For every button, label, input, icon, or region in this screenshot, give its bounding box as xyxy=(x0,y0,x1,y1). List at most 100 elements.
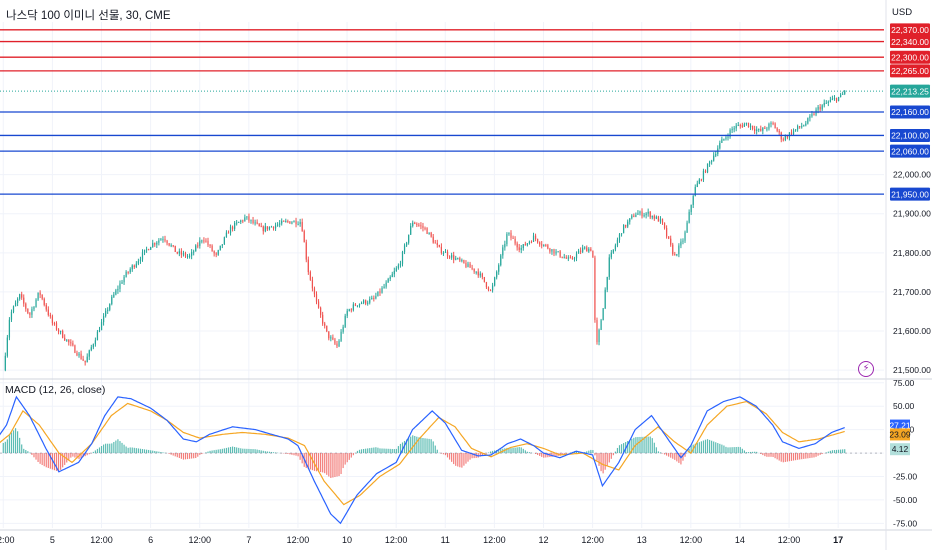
candle-body xyxy=(330,337,332,339)
time-tick-label: 17 xyxy=(833,535,843,545)
candle-body xyxy=(4,355,6,371)
candle-body xyxy=(465,263,467,267)
candle-body xyxy=(358,303,361,306)
candle-body xyxy=(238,221,240,223)
candle-body xyxy=(285,220,287,222)
candle-body xyxy=(500,255,502,266)
macd-tick-label: 75.00 xyxy=(893,378,915,388)
candle-body xyxy=(743,124,746,127)
candle-body xyxy=(322,314,324,324)
candle-body xyxy=(105,310,107,317)
candle-body xyxy=(698,179,700,184)
candle-body xyxy=(262,226,264,232)
candle-body xyxy=(131,265,133,270)
candle-body xyxy=(479,273,481,276)
candle-body xyxy=(340,331,342,341)
candle-body xyxy=(399,263,402,266)
candle-body xyxy=(387,278,389,283)
last-price-label: 22,213.25 xyxy=(891,86,929,96)
candle-body xyxy=(16,298,19,303)
candle-body xyxy=(778,130,780,133)
candle-body xyxy=(324,323,326,326)
candle-body xyxy=(506,234,508,245)
price-tick-label: 22,000.00 xyxy=(893,170,931,180)
candle-body xyxy=(620,233,623,235)
candle-body xyxy=(133,265,135,268)
candle-body xyxy=(109,304,111,310)
candle-body xyxy=(514,238,516,244)
candle-body xyxy=(645,213,647,216)
candle-body xyxy=(641,211,643,217)
candle-body xyxy=(741,125,743,127)
candle-body xyxy=(801,126,803,128)
candle-body xyxy=(715,153,717,156)
candle-body xyxy=(229,226,232,233)
candle-body xyxy=(807,118,809,124)
candle-body xyxy=(397,265,400,269)
candle-body xyxy=(25,303,27,309)
support-level-label: 22,160.00 xyxy=(891,107,929,117)
candle-body xyxy=(74,345,76,353)
candle-body xyxy=(444,251,447,253)
time-tick-label: 5 xyxy=(50,535,55,545)
time-tick-label: 12:00 xyxy=(0,535,15,545)
candle-body xyxy=(680,241,682,246)
candle-body xyxy=(602,308,604,321)
candle-body xyxy=(737,125,739,127)
candle-body xyxy=(504,244,506,248)
candle-body xyxy=(231,226,234,229)
macd-indicator-label[interactable]: MACD (12, 26, close) xyxy=(5,384,106,396)
candle-body xyxy=(250,219,252,221)
candle-body xyxy=(794,129,797,131)
candle-body xyxy=(608,257,610,277)
candle-body xyxy=(362,300,365,304)
resistance-level-label-bg xyxy=(890,64,930,78)
candle-body xyxy=(389,277,391,279)
candle-body xyxy=(762,127,764,131)
candle-body xyxy=(211,245,213,252)
candle-body xyxy=(594,257,596,320)
candle-body xyxy=(356,305,359,307)
candle-body xyxy=(176,251,178,254)
candle-body xyxy=(649,211,651,218)
candle-body xyxy=(143,249,146,253)
candle-body xyxy=(561,256,563,258)
candle-body xyxy=(41,294,43,299)
candle-body xyxy=(223,237,225,245)
candle-body xyxy=(829,99,831,102)
lightning-icon[interactable]: ⚡ xyxy=(858,361,874,377)
candle-body xyxy=(534,235,537,239)
candle-body xyxy=(240,220,242,222)
candle-body xyxy=(842,93,844,95)
macd-signal-line xyxy=(0,400,845,506)
support-level-label: 22,100.00 xyxy=(891,131,929,141)
candle-body xyxy=(217,250,219,255)
macd-tick-label: -25.00 xyxy=(893,471,917,481)
candle-body xyxy=(459,258,461,261)
candle-body xyxy=(289,221,291,224)
candle-body xyxy=(813,114,815,116)
candle-body xyxy=(33,307,35,310)
candle-body xyxy=(758,129,760,131)
candle-body xyxy=(328,331,330,339)
candle-body xyxy=(252,219,254,223)
candle-body xyxy=(700,179,703,181)
candle-body xyxy=(643,215,645,217)
candle-body xyxy=(522,244,524,249)
candle-body xyxy=(276,224,279,226)
support-level-label-bg xyxy=(890,105,930,119)
candle-body xyxy=(51,316,54,324)
currency-label[interactable]: USD xyxy=(892,7,913,18)
support-level-label: 22,060.00 xyxy=(891,146,929,156)
candle-body xyxy=(661,218,664,223)
macd-tick-label: -50.00 xyxy=(893,495,917,505)
candle-body xyxy=(475,271,477,273)
candle-body xyxy=(481,273,483,277)
candle-body xyxy=(279,223,281,225)
candle-body xyxy=(369,299,371,303)
candle-body xyxy=(438,244,440,247)
candle-body xyxy=(236,222,238,224)
candle-body xyxy=(102,316,105,323)
